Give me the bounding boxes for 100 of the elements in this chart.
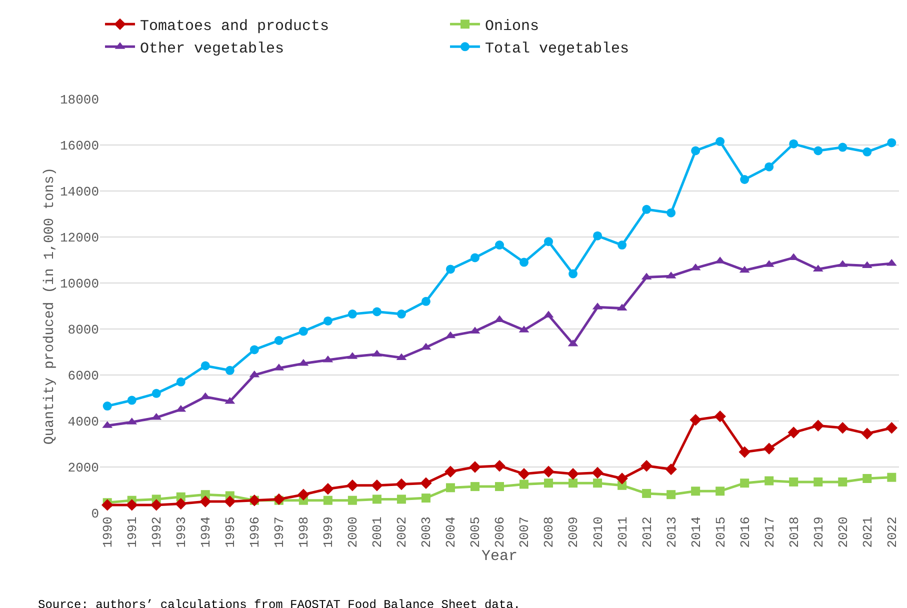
point [789,477,798,486]
point [642,204,652,214]
y-tick-label: 18000 [60,92,99,108]
point [200,496,212,508]
point [348,310,357,319]
point [469,461,481,473]
point [495,482,504,492]
point [446,483,455,492]
point [838,477,848,486]
point [738,446,750,458]
point [812,420,824,432]
x-tick-label: 2001 [370,516,386,548]
point [862,147,872,156]
point [298,326,308,336]
x-tick-label: 1993 [174,516,190,548]
x-tick-label: 1999 [321,516,336,548]
point [446,264,455,274]
point [102,402,112,411]
point [518,468,530,480]
x-tick-label: 1996 [248,516,263,548]
point [886,422,898,434]
point [568,269,578,278]
point [642,488,652,498]
point [640,460,652,472]
point [862,474,872,483]
point [544,237,554,246]
point [764,162,774,172]
point [887,138,896,148]
source-note: Source: authors’ calculations from FAOSTAT Food Balance Sheet data. [38,598,520,608]
point [470,482,480,492]
x-tick-label: 2015 [713,516,728,548]
point [273,493,285,506]
point [740,175,750,184]
point [616,472,628,484]
point [372,307,382,316]
point [520,258,529,267]
point [592,466,604,479]
x-tick-label: 2007 [517,516,532,548]
point [716,486,725,496]
point [568,478,578,488]
y-axis-title: Quantity produced (in 1,000 tons) [42,167,58,445]
x-tick-label: 1997 [272,516,288,548]
point [298,488,310,500]
point [618,240,627,250]
point [714,410,726,422]
point [421,494,430,503]
legend-label: Onions [485,18,540,36]
point [102,499,114,511]
point [520,480,529,489]
x-tick-label: 2020 [836,516,851,548]
y-tick-label: 12000 [60,230,99,246]
x-tick-label: 2008 [542,516,557,548]
y-tick-label: 14000 [60,184,99,200]
x-tick-label: 1990 [100,516,116,548]
point [348,496,357,505]
x-tick-label: 2002 [394,516,410,548]
point [250,345,259,354]
x-tick-label: 2017 [762,516,778,548]
point [665,463,677,476]
x-tick-label: 2013 [664,516,680,548]
point [593,478,602,488]
y-tick-label: 6000 [68,368,99,384]
y-tick-label: 8000 [68,322,99,338]
point [690,414,702,426]
point [470,253,480,262]
x-tick-label: 1995 [223,516,238,548]
y-tick-label: 2000 [68,460,99,476]
point [224,496,236,508]
x-axis-title: Year [481,548,518,565]
point [346,480,358,492]
point [814,146,823,156]
x-tick-label: 1994 [198,516,214,548]
point [814,477,823,486]
x-tick-label: 2009 [566,516,582,548]
legend-label: Other vegetables [140,40,284,58]
point [764,476,774,486]
point [716,137,725,146]
point [152,388,161,398]
point [225,366,234,375]
x-tick-label: 1991 [125,516,140,548]
x-tick-label: 2022 [884,516,900,548]
x-tick-label: 2011 [615,516,630,548]
point [396,310,406,319]
point [421,296,430,306]
x-tick-label: 2003 [419,516,434,548]
y-tick-label: 10000 [60,276,99,292]
point [372,494,382,504]
point [789,139,798,148]
point [544,478,554,488]
x-tick-label: 2019 [811,516,826,548]
point [763,442,775,454]
x-tick-label: 2012 [640,516,655,548]
point [838,142,848,152]
point [836,422,848,434]
y-tick-label: 16000 [60,138,99,154]
x-tick-label: 2018 [786,516,802,548]
point [666,490,676,500]
point [420,477,432,489]
x-tick-label: 2004 [444,516,459,548]
x-tick-label: 2010 [590,516,606,548]
